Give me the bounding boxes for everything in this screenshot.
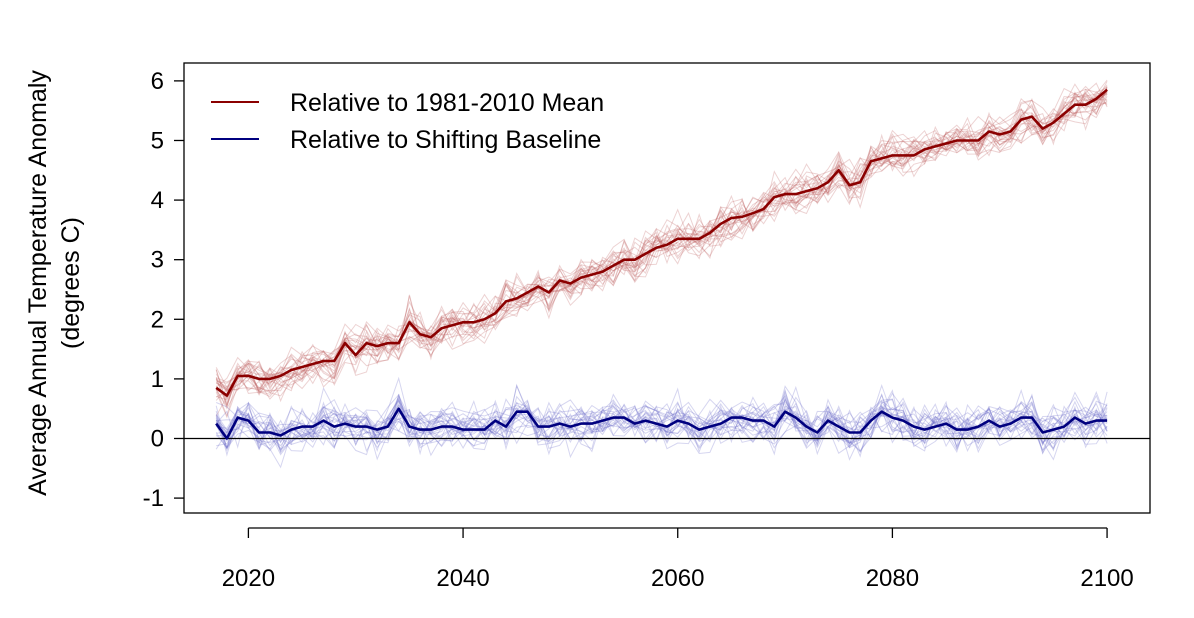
ensemble-member-line bbox=[215, 404, 1108, 456]
ensemble-member-line bbox=[215, 86, 1108, 410]
ensemble-member-line bbox=[215, 96, 1108, 419]
ensemble-member-line bbox=[215, 384, 1108, 450]
ensemble-member-line bbox=[215, 87, 1108, 393]
x-axis: 2020 2040 2060 2080 2100 bbox=[222, 527, 1134, 592]
y-axis-title: Average Annual Temperature Anomaly bbox=[24, 70, 52, 496]
ensemble-member-line bbox=[216, 389, 1108, 458]
y-tick-label: 3 bbox=[151, 247, 164, 274]
ensemble-member-line bbox=[215, 396, 1108, 455]
y-axis: -1 0 1 2 3 4 5 6 bbox=[143, 68, 184, 512]
ensemble-member-line bbox=[215, 88, 1108, 408]
ensemble-member-line bbox=[216, 82, 1108, 384]
legend: Relative to 1981-2010 Mean Relative to S… bbox=[211, 89, 604, 154]
y-tick-label: 1 bbox=[151, 366, 164, 393]
ensemble-member-line bbox=[215, 94, 1108, 417]
series-line-shifting-baseline bbox=[215, 407, 1108, 440]
ensemble-member-line bbox=[215, 91, 1108, 389]
ensemble-member-line bbox=[216, 393, 1108, 448]
x-tick-label: 2060 bbox=[651, 565, 704, 592]
ensemble-member-line bbox=[215, 393, 1108, 447]
y-tick-label: 5 bbox=[151, 127, 164, 154]
legend-label-shifting-baseline: Relative to Shifting Baseline bbox=[290, 126, 601, 154]
ensemble-member-line bbox=[215, 85, 1108, 409]
ensemble-member-line bbox=[215, 383, 1108, 450]
y-tick-label: 2 bbox=[151, 306, 164, 333]
ensemble-member-line bbox=[215, 388, 1108, 451]
ensemble-member-line bbox=[215, 383, 1108, 449]
ensemble-member-line bbox=[215, 98, 1108, 399]
x-tick-label: 2040 bbox=[436, 565, 489, 592]
y-tick-label: -1 bbox=[143, 485, 164, 512]
ensemble-member-line bbox=[215, 385, 1108, 452]
y-axis-units: (degrees C) bbox=[57, 217, 85, 349]
y-tick-label: 6 bbox=[151, 68, 164, 95]
legend-label-relative-1981-2010: Relative to 1981-2010 Mean bbox=[290, 89, 604, 117]
ensemble-member-line bbox=[215, 91, 1108, 394]
ensemble-member-line bbox=[215, 86, 1108, 398]
ensemble-member-line bbox=[216, 393, 1108, 461]
ensemble-member-line bbox=[215, 102, 1108, 394]
plot-frame bbox=[183, 62, 1151, 514]
ensemble-member-line bbox=[216, 392, 1108, 449]
x-tick-label: 2080 bbox=[866, 565, 919, 592]
x-tick-label: 2020 bbox=[222, 565, 275, 592]
y-tick-label: 4 bbox=[151, 187, 164, 214]
ensemble-member-line bbox=[215, 92, 1108, 407]
ensemble-member-line bbox=[215, 402, 1108, 453]
ensemble-member-line bbox=[216, 87, 1108, 383]
ensemble-member-line bbox=[215, 93, 1108, 400]
ensemble-member-line bbox=[215, 98, 1108, 391]
ensemble-member-line bbox=[215, 88, 1108, 418]
series-line-relative-1981-2010 bbox=[215, 88, 1108, 397]
ensemble-member-line bbox=[215, 93, 1108, 405]
ensemble-member-line bbox=[215, 400, 1108, 456]
ensemble-mean-lines bbox=[215, 88, 1108, 440]
x-tick-label: 2100 bbox=[1080, 565, 1133, 592]
ensemble-member-line bbox=[215, 376, 1108, 450]
y-tick-label: 0 bbox=[151, 425, 164, 452]
